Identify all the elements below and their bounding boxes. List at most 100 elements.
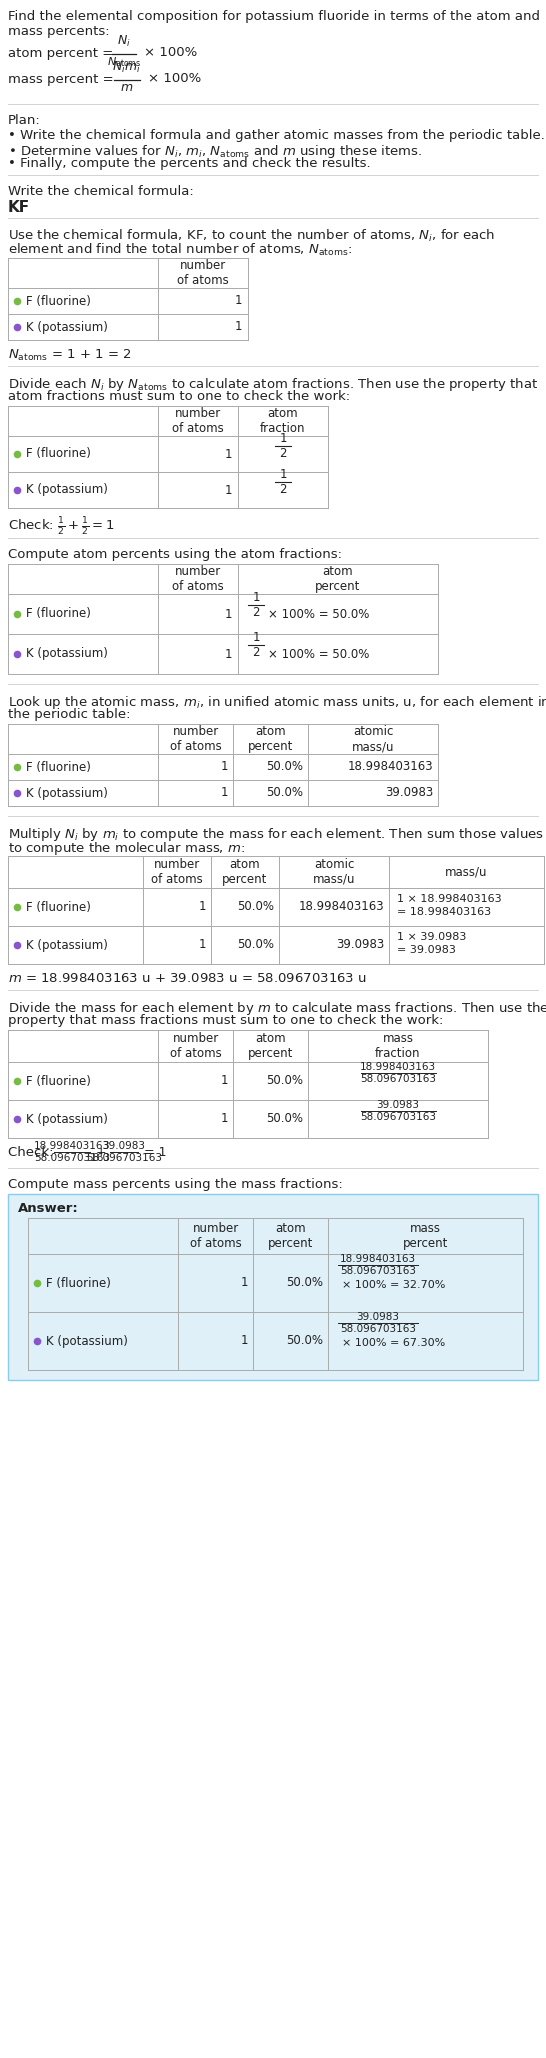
Text: × 100%: × 100%: [148, 72, 201, 86]
Text: × 100% = 32.70%: × 100% = 32.70%: [342, 1280, 446, 1290]
Text: K (potassium): K (potassium): [26, 321, 108, 333]
Text: 50.0%: 50.0%: [266, 761, 303, 774]
Text: atom
fraction: atom fraction: [260, 407, 306, 434]
Text: atomic
mass/u: atomic mass/u: [313, 858, 355, 887]
Text: 50.0%: 50.0%: [266, 786, 303, 799]
Text: mass percents:: mass percents:: [8, 25, 110, 37]
Text: 18.998403163: 18.998403163: [340, 1253, 416, 1264]
Text: mass
fraction: mass fraction: [375, 1031, 421, 1060]
Text: = 1: = 1: [144, 1146, 167, 1159]
Text: Find the elemental composition for potassium fluoride in terms of the atom and: Find the elemental composition for potas…: [8, 10, 540, 23]
Text: 1: 1: [221, 1113, 228, 1126]
Text: 1: 1: [279, 467, 287, 482]
Text: Answer:: Answer:: [18, 1202, 79, 1214]
Text: 2: 2: [252, 605, 260, 619]
Text: 18.998403163: 18.998403163: [360, 1062, 436, 1072]
Text: 1: 1: [252, 632, 260, 644]
Text: $N_i$: $N_i$: [117, 33, 131, 49]
Text: 1: 1: [224, 447, 232, 461]
Text: +: +: [96, 1146, 106, 1159]
Text: F (fluorine): F (fluorine): [26, 761, 91, 774]
Text: 50.0%: 50.0%: [286, 1276, 323, 1290]
Text: Write the chemical formula:: Write the chemical formula:: [8, 185, 194, 198]
Text: atom
percent: atom percent: [268, 1222, 313, 1249]
Text: 1: 1: [224, 607, 232, 622]
Text: F (fluorine): F (fluorine): [46, 1276, 111, 1290]
Text: 39.0983: 39.0983: [336, 938, 384, 951]
Text: F (fluorine): F (fluorine): [26, 607, 91, 622]
Text: 50.0%: 50.0%: [237, 901, 274, 914]
Text: 1: 1: [199, 901, 206, 914]
Text: 1: 1: [221, 1074, 228, 1087]
Text: 50.0%: 50.0%: [237, 938, 274, 951]
Text: × 100% = 50.0%: × 100% = 50.0%: [268, 648, 370, 661]
Text: mass percent =: mass percent =: [8, 72, 114, 86]
Bar: [8, 1194, 538, 1381]
Text: number
of atoms: number of atoms: [189, 1222, 241, 1249]
Text: K (potassium): K (potassium): [26, 648, 108, 661]
Text: K (potassium): K (potassium): [26, 938, 108, 951]
Text: property that mass fractions must sum to one to check the work:: property that mass fractions must sum to…: [8, 1015, 443, 1027]
Text: number
of atoms: number of atoms: [172, 566, 224, 593]
Text: KF: KF: [8, 200, 30, 214]
Text: mass
percent: mass percent: [403, 1222, 448, 1249]
Text: number
of atoms: number of atoms: [170, 1031, 221, 1060]
Text: number
of atoms: number of atoms: [172, 407, 224, 434]
Text: Multiply $N_i$ by $m_i$ to compute the mass for each element. Then sum those val: Multiply $N_i$ by $m_i$ to compute the m…: [8, 825, 544, 844]
Text: 18.998403163: 18.998403163: [347, 761, 433, 774]
Text: $m$ = 18.998403163 u + 39.0983 u = 58.096703163 u: $m$ = 18.998403163 u + 39.0983 u = 58.09…: [8, 971, 367, 986]
Text: Look up the atomic mass, $m_i$, in unified atomic mass units, u, for each elemen: Look up the atomic mass, $m_i$, in unifi…: [8, 694, 546, 710]
Text: Compute mass percents using the mass fractions:: Compute mass percents using the mass fra…: [8, 1177, 343, 1192]
Text: F (fluorine): F (fluorine): [26, 1074, 91, 1087]
Text: atom percent =: atom percent =: [8, 47, 113, 60]
Text: 1: 1: [240, 1334, 248, 1348]
Text: 50.0%: 50.0%: [266, 1113, 303, 1126]
Text: 1: 1: [224, 484, 232, 496]
Text: Compute atom percents using the atom fractions:: Compute atom percents using the atom fra…: [8, 547, 342, 562]
Text: 2: 2: [252, 646, 260, 659]
Text: Use the chemical formula, KF, to count the number of atoms, $N_i$, for each: Use the chemical formula, KF, to count t…: [8, 228, 495, 245]
Text: $m$: $m$: [120, 80, 134, 95]
Text: 39.0983: 39.0983: [357, 1313, 400, 1321]
Text: 1: 1: [240, 1276, 248, 1290]
Text: Check:: Check:: [8, 1146, 58, 1159]
Text: F (fluorine): F (fluorine): [26, 294, 91, 307]
Text: 1: 1: [199, 938, 206, 951]
Text: K (potassium): K (potassium): [46, 1334, 128, 1348]
Text: 2: 2: [279, 447, 287, 461]
Text: $N_i m_i$: $N_i m_i$: [111, 60, 140, 74]
Text: 39.0983: 39.0983: [377, 1099, 419, 1109]
Text: atom
percent: atom percent: [248, 724, 293, 753]
Text: atomic
mass/u: atomic mass/u: [352, 724, 394, 753]
Text: 58.096703163: 58.096703163: [360, 1074, 436, 1085]
Text: • Finally, compute the percents and check the results.: • Finally, compute the percents and chec…: [8, 156, 371, 171]
Text: 58.096703163: 58.096703163: [340, 1266, 416, 1276]
Text: Divide the mass for each element by $m$ to calculate mass fractions. Then use th: Divide the mass for each element by $m$ …: [8, 1000, 546, 1017]
Text: F (fluorine): F (fluorine): [26, 447, 91, 461]
Text: 2: 2: [279, 484, 287, 496]
Text: 58.096703163: 58.096703163: [360, 1111, 436, 1122]
Text: 50.0%: 50.0%: [286, 1334, 323, 1348]
Text: atom
percent: atom percent: [315, 566, 361, 593]
Text: 1 × 18.998403163: 1 × 18.998403163: [397, 893, 502, 903]
Text: 1: 1: [252, 591, 260, 603]
Text: • Write the chemical formula and gather atomic masses from the periodic table.: • Write the chemical formula and gather …: [8, 130, 545, 142]
Text: K (potassium): K (potassium): [26, 786, 108, 799]
Text: 58.096703163: 58.096703163: [86, 1152, 162, 1163]
Text: = 18.998403163: = 18.998403163: [397, 908, 491, 918]
Text: atom fractions must sum to one to check the work:: atom fractions must sum to one to check …: [8, 391, 350, 403]
Text: K (potassium): K (potassium): [26, 1113, 108, 1126]
Text: number
of atoms: number of atoms: [177, 259, 229, 286]
Text: 58.096703163: 58.096703163: [340, 1323, 416, 1334]
Text: number
of atoms: number of atoms: [170, 724, 221, 753]
Text: 1: 1: [221, 786, 228, 799]
Text: × 100% = 50.0%: × 100% = 50.0%: [268, 607, 370, 622]
Text: 1: 1: [224, 648, 232, 661]
Text: 18.998403163: 18.998403163: [298, 901, 384, 914]
Text: Check: $\frac{1}{2} + \frac{1}{2} = 1$: Check: $\frac{1}{2} + \frac{1}{2} = 1$: [8, 517, 114, 537]
Text: 39.0983: 39.0983: [103, 1140, 145, 1150]
Text: number
of atoms: number of atoms: [151, 858, 203, 887]
Text: the periodic table:: the periodic table:: [8, 708, 130, 720]
Text: = 39.0983: = 39.0983: [397, 945, 456, 955]
Text: to compute the molecular mass, $m$:: to compute the molecular mass, $m$:: [8, 840, 245, 856]
